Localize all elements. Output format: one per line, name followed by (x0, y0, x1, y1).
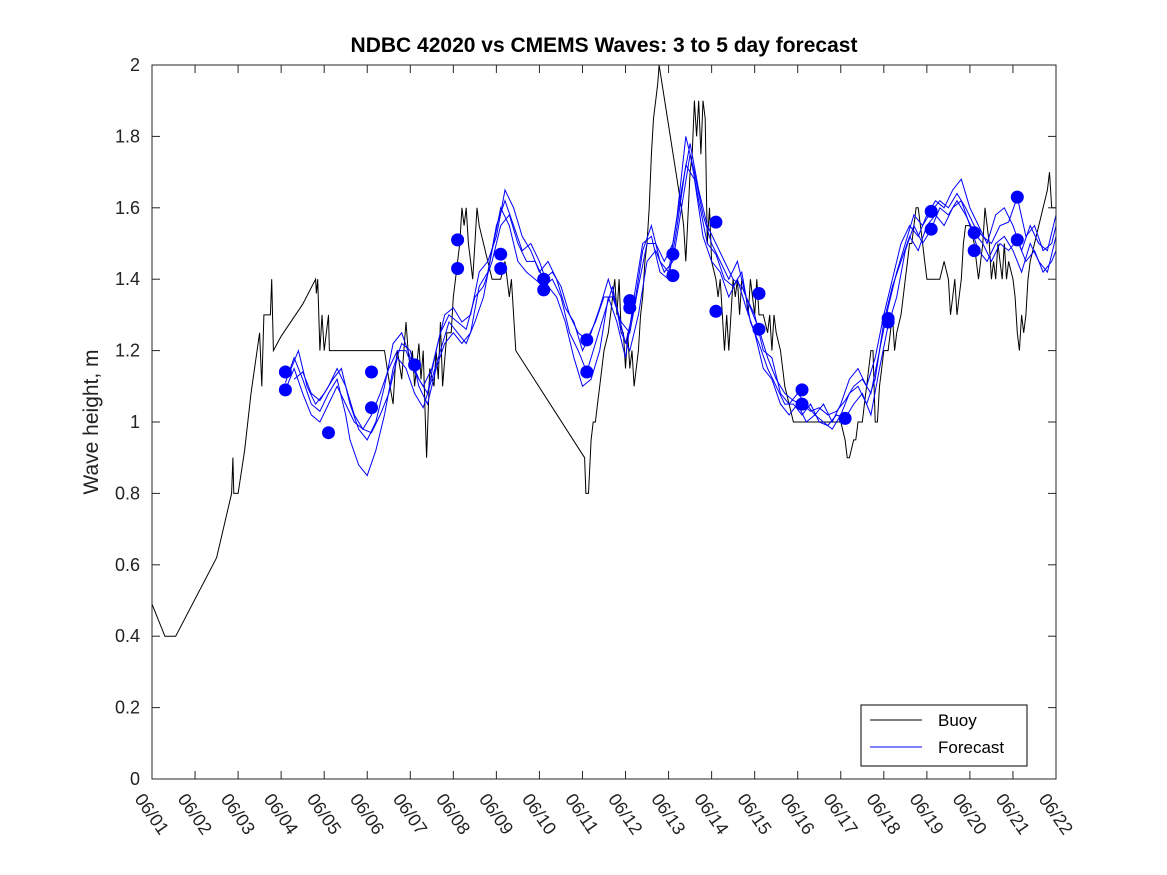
x-tick-label: 06/19 (906, 790, 948, 838)
y-tick-label: 0.8 (115, 483, 140, 503)
y-tick-label: 0.2 (115, 698, 140, 718)
x-tick-label: 06/14 (690, 790, 732, 838)
legend-buoy-label: Buoy (938, 711, 977, 730)
x-tick-label: 06/01 (131, 790, 173, 838)
y-tick-label: 1.4 (115, 269, 140, 289)
chart-title: NDBC 42020 vs CMEMS Waves: 3 to 5 day fo… (351, 34, 858, 57)
forecast-marker (408, 358, 422, 372)
forecast-marker (752, 322, 766, 336)
x-tick-label: 06/17 (819, 790, 861, 838)
x-tick-label: 06/10 (518, 790, 560, 838)
x-tick-label: 06/20 (949, 790, 991, 838)
forecast-marker (881, 315, 895, 329)
forecast-marker (666, 269, 680, 283)
forecast-marker (924, 204, 938, 218)
x-tick-label: 06/13 (647, 790, 689, 838)
y-tick-label: 1 (130, 412, 140, 432)
x-tick-label: 06/16 (776, 790, 818, 838)
forecast-marker (1010, 233, 1024, 247)
forecast-marker (451, 233, 465, 247)
x-tick-label: 06/18 (863, 790, 905, 838)
plot-area (152, 65, 1056, 779)
x-tick-label: 06/07 (389, 790, 431, 838)
forecast-marker (278, 365, 292, 379)
forecast-marker (795, 397, 809, 411)
forecast-marker (666, 247, 680, 261)
forecast-marker (924, 222, 938, 236)
forecast-marker (795, 383, 809, 397)
forecast-marker (709, 215, 723, 229)
x-tick-label: 06/08 (432, 790, 474, 838)
y-tick-label: 1.8 (115, 126, 140, 146)
forecast-marker (365, 401, 378, 415)
x-tick-label: 06/02 (174, 790, 216, 838)
series-layer (151, 64, 1057, 637)
y-tick-label: 1.2 (115, 341, 140, 361)
x-tick-label: 06/22 (1035, 790, 1077, 838)
forecast-marker (623, 301, 637, 315)
forecast-marker (278, 383, 292, 397)
forecast-marker (752, 287, 766, 300)
forecast-marker (322, 426, 335, 440)
forecast-marker (537, 283, 551, 297)
buoy-series-line (151, 64, 1056, 637)
y-tick-label: 0.6 (115, 555, 140, 575)
y-tick-label: 2 (130, 55, 140, 75)
legend-box (860, 704, 1028, 767)
forecast-marker (451, 262, 465, 275)
forecast-marker (580, 365, 594, 379)
forecast-marker (580, 333, 594, 347)
x-tick-label: 06/05 (303, 790, 345, 838)
forecast-marker (967, 244, 981, 258)
forecast-marker (537, 272, 551, 286)
y-axis-label: Wave height, m (80, 349, 103, 494)
forecast-marker (709, 304, 723, 318)
x-tick-label: 06/11 (561, 790, 602, 837)
forecast-marker (1010, 190, 1024, 204)
legend: Buoy Forecast (860, 704, 1028, 767)
x-tick-label: 06/12 (604, 790, 646, 838)
forecast-marker (494, 247, 508, 261)
y-tick-label: 0.4 (115, 626, 140, 646)
legend-forecast-label: Forecast (938, 738, 1004, 757)
x-tick-label: 06/21 (992, 790, 1034, 838)
x-tick-label: 06/03 (217, 790, 259, 838)
forecast-marker (838, 411, 852, 425)
x-tick-label: 06/09 (475, 790, 517, 838)
forecast-marker (494, 262, 508, 275)
x-tick-label: 06/15 (733, 790, 775, 838)
x-tick-label: 06/06 (346, 790, 388, 838)
y-tick-label: 1.6 (115, 198, 140, 218)
forecast-marker (967, 226, 981, 240)
forecast-marker (365, 365, 378, 379)
y-tick-label: 0 (130, 769, 140, 789)
x-tick-label: 06/04 (260, 790, 302, 838)
